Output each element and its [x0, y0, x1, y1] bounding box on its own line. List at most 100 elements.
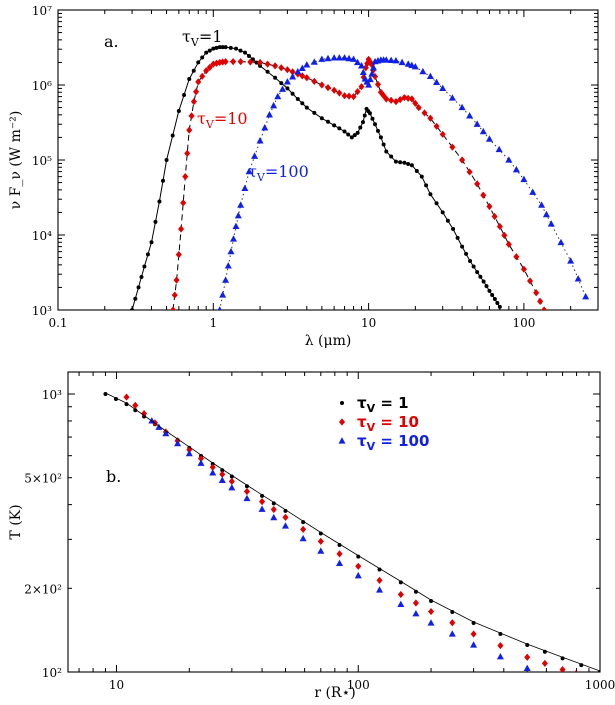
x-tick-label: 10	[361, 316, 376, 330]
data-point	[367, 111, 372, 116]
data-point	[222, 276, 230, 283]
data-point	[285, 86, 290, 91]
data-point	[199, 72, 206, 80]
data-point	[397, 600, 405, 608]
data-point	[375, 128, 380, 133]
data-point	[303, 61, 311, 68]
data-point	[419, 67, 427, 75]
data-point	[190, 98, 197, 106]
series-label-tau1: τV=1	[182, 27, 222, 49]
legend-entry: τV = 10	[357, 413, 419, 434]
data-point	[191, 68, 196, 73]
data-point	[354, 58, 362, 66]
data-point	[273, 75, 278, 80]
data-point	[258, 505, 266, 512]
data-point	[331, 86, 338, 94]
data-point	[186, 126, 193, 134]
data-point	[145, 252, 150, 257]
data-point	[541, 659, 548, 668]
series-line	[219, 57, 587, 310]
data-point	[357, 62, 365, 69]
data-point	[376, 576, 383, 585]
data-point	[282, 513, 289, 521]
data-point	[133, 408, 138, 413]
series-label-tau100: τV=100	[248, 162, 309, 184]
data-point	[365, 81, 373, 88]
data-point	[229, 474, 234, 479]
data-point	[538, 201, 546, 208]
data-point	[373, 122, 378, 127]
data-point	[378, 135, 383, 140]
x-tick-label: 1000	[585, 678, 615, 692]
data-point	[132, 401, 139, 409]
data-point	[186, 446, 193, 454]
data-point	[227, 247, 235, 255]
data-point	[173, 276, 180, 284]
data-point	[466, 112, 474, 119]
data-point	[299, 534, 307, 542]
y-tick-label: 10⁷	[32, 4, 52, 18]
y-tick-label: 10⁵	[32, 154, 52, 168]
data-point	[529, 188, 537, 195]
panel-b-label: b.	[106, 467, 121, 486]
panel-b-series	[103, 392, 601, 672]
data-point	[406, 162, 411, 167]
data-point	[520, 175, 528, 183]
data-point	[402, 160, 407, 165]
data-point	[345, 54, 353, 62]
data-point	[559, 666, 566, 672]
data-point	[210, 60, 217, 68]
data-point	[178, 225, 185, 233]
data-point	[419, 174, 424, 179]
panel-b-frame	[67, 371, 601, 673]
x-tick-label: 0.1	[48, 316, 67, 330]
data-point	[537, 297, 544, 305]
data-point	[211, 46, 216, 51]
data-point	[492, 297, 497, 302]
data-point	[219, 470, 226, 478]
data-point	[520, 265, 527, 273]
data-point	[370, 116, 375, 121]
data-point	[473, 120, 481, 127]
data-point	[250, 57, 255, 62]
data-point	[414, 168, 419, 173]
panel-b-ylabel: T (K)	[8, 504, 24, 539]
data-point	[254, 60, 259, 65]
data-point	[337, 126, 342, 131]
panel-a-sed-chart: 0.1 1 10 100 10³ 10⁴ 10⁵ 10⁶ 10⁷ a. λ (μm) ν F_ν…	[8, 4, 599, 349]
data-point	[336, 89, 343, 97]
data-point	[304, 105, 309, 110]
data-point	[330, 54, 338, 61]
data-point	[439, 130, 446, 138]
data-point	[142, 264, 147, 269]
data-point	[204, 50, 209, 55]
data-point	[176, 109, 181, 114]
data-point	[289, 68, 296, 76]
data-point	[243, 487, 250, 496]
data-point	[360, 120, 365, 125]
data-point	[409, 163, 414, 168]
data-point	[214, 45, 219, 50]
data-point	[455, 235, 460, 240]
data-point	[491, 212, 498, 221]
y-tick-label: 10⁴	[32, 229, 52, 243]
data-point	[398, 58, 406, 66]
data-point	[512, 165, 520, 173]
data-point	[415, 103, 422, 112]
data-point	[133, 296, 138, 301]
data-point	[475, 270, 480, 275]
panel-a-series	[130, 45, 590, 310]
data-point	[355, 130, 360, 135]
data-point	[197, 459, 205, 466]
data-point	[497, 304, 502, 309]
data-point	[397, 590, 404, 599]
data-point	[474, 180, 481, 188]
data-point	[398, 580, 403, 585]
data-point	[274, 92, 282, 100]
data-point	[337, 543, 342, 548]
data-point	[326, 119, 330, 124]
data-point	[170, 133, 175, 138]
data-point	[259, 498, 266, 506]
data-point	[478, 274, 483, 279]
data-point	[439, 84, 447, 92]
